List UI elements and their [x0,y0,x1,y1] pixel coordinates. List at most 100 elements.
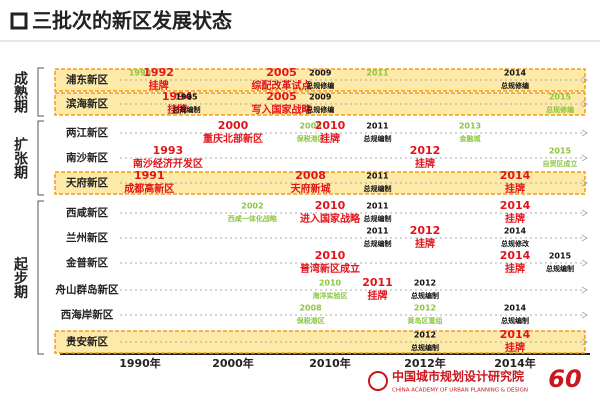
axis-label: 1990年 [119,356,161,370]
event-year: 2012 [414,331,436,340]
row-name: 滨海新区 [66,97,108,110]
event-text: 挂牌 [415,157,435,170]
row-arrow [581,286,588,294]
event-text: 总规修改 [501,239,530,248]
row-arrow [581,76,588,84]
event-text: 总规编制 [364,239,392,248]
event-year: 2014 [500,169,531,182]
event-text: 总规编制 [501,316,529,325]
event-year: 2011 [366,202,389,211]
row-arrow [581,100,588,108]
event-text: 天府新城 [291,182,331,195]
row-arrow [581,338,588,346]
title: 三批次的新区发展状态 [32,9,232,33]
event-text: 挂牌 [368,289,388,302]
event-year: 1992 [143,66,174,79]
group-label: 成熟期 [12,70,28,114]
logo: 中国城市规划设计研究院 CHINA ACADEMY OF URBAN PLANN… [368,365,582,394]
event-year: 2005 [266,90,297,103]
event-text: 挂牌 [505,182,525,195]
event-text: 总规编制 [411,291,439,300]
event-year: 2015 [549,147,572,156]
event-year: 2011 [366,69,389,78]
group-bracket [37,200,44,355]
event-text: 自贸区成立 [543,159,578,168]
event-year: 2002 [241,202,263,211]
event-year: 2011 [366,172,389,181]
row-arrow [581,311,588,319]
event-year: 2008 [299,122,322,131]
event-text: 挂牌 [505,262,525,275]
row-name: 天府新区 [66,176,108,189]
event-text: 挂牌 [505,212,525,225]
event-year: 2014 [504,227,527,236]
event-text: 总规编制 [364,134,392,143]
event-year: 1995 [175,93,198,102]
event-year: 2011 [362,276,393,289]
axis-label: 2012年 [404,356,446,370]
row-name: 舟山群岛新区 [56,283,119,296]
group-bracket [37,120,44,196]
group-bracket [37,67,44,117]
event-year: 2000 [218,119,249,132]
event-year: 2014 [500,199,531,212]
row-arrow [581,179,588,187]
event-text: 总规编制 [546,264,574,273]
event-year: 2014 [500,328,531,341]
row-arrow [581,209,588,217]
event-year: 2012 [414,304,436,313]
event-year: 2009 [309,93,332,102]
event-year: 2014 [500,249,531,262]
event-year: 1990 [129,69,152,78]
event-text: 挂牌 [415,237,435,250]
event-text: 普湾新区成立 [300,262,360,275]
event-year: 2012 [410,144,441,157]
event-text: 总规修编 [306,81,334,90]
event-year: 2009 [309,69,332,78]
event-text: 挂牌 [167,103,187,116]
event-year: 2010 [319,279,342,288]
event-text: 西咸一体化战略 [228,214,278,223]
event-text: 海洋实验区 [313,291,348,300]
event-text: 综配改革试点 [252,79,312,92]
axis-label: 2000年 [212,356,254,370]
row-arrow [581,129,588,137]
row-name: 金普新区 [65,256,108,269]
event-text: 总规编制 [364,184,392,193]
event-year: 2012 [410,224,441,237]
event-text: 重庆北部新区 [203,132,263,145]
row-name: 贵安新区 [66,335,108,348]
event-text: 挂牌 [505,341,525,354]
event-text: 总规修编 [306,105,334,114]
logo-name: 中国城市规划设计研究院 [392,369,524,384]
row-arrow [581,154,588,162]
event-year: 2011 [366,227,389,236]
event-year: 2011 [366,122,389,131]
event-text: 总规编制 [364,214,392,223]
logo-english: CHINA ACADEMY OF URBAN PLANNING & DESIGN [392,388,528,394]
event-year: 1993 [153,144,184,157]
axis-label: 2010年 [309,356,351,370]
group-label: 扩张期 [12,136,28,180]
event-year: 2005 [266,66,297,79]
event-text: 金融城 [459,134,481,143]
event-year: 2015 [549,252,572,261]
row-name: 浦东新区 [66,73,108,86]
event-year: 2012 [414,279,436,288]
event-year: 2010 [315,199,346,212]
event-text: 成都高新区 [124,182,174,195]
group-label: 起步期 [12,256,29,300]
event-text: 黄岛区重组 [408,316,443,325]
event-year: 2010 [315,119,346,132]
row-arrow [581,259,588,267]
event-year: 2014 [504,69,527,78]
event-text: 保税港区 [296,316,325,325]
row-name: 两江新区 [66,126,108,139]
logo-emblem [368,371,388,391]
row-name: 西海岸新区 [61,308,114,321]
event-year: 1994 [162,90,193,103]
event-year: 2008 [295,169,326,182]
logo-mark: 60 [548,365,581,393]
event-text: 总规编制 [411,343,439,352]
title-icon [10,12,28,30]
